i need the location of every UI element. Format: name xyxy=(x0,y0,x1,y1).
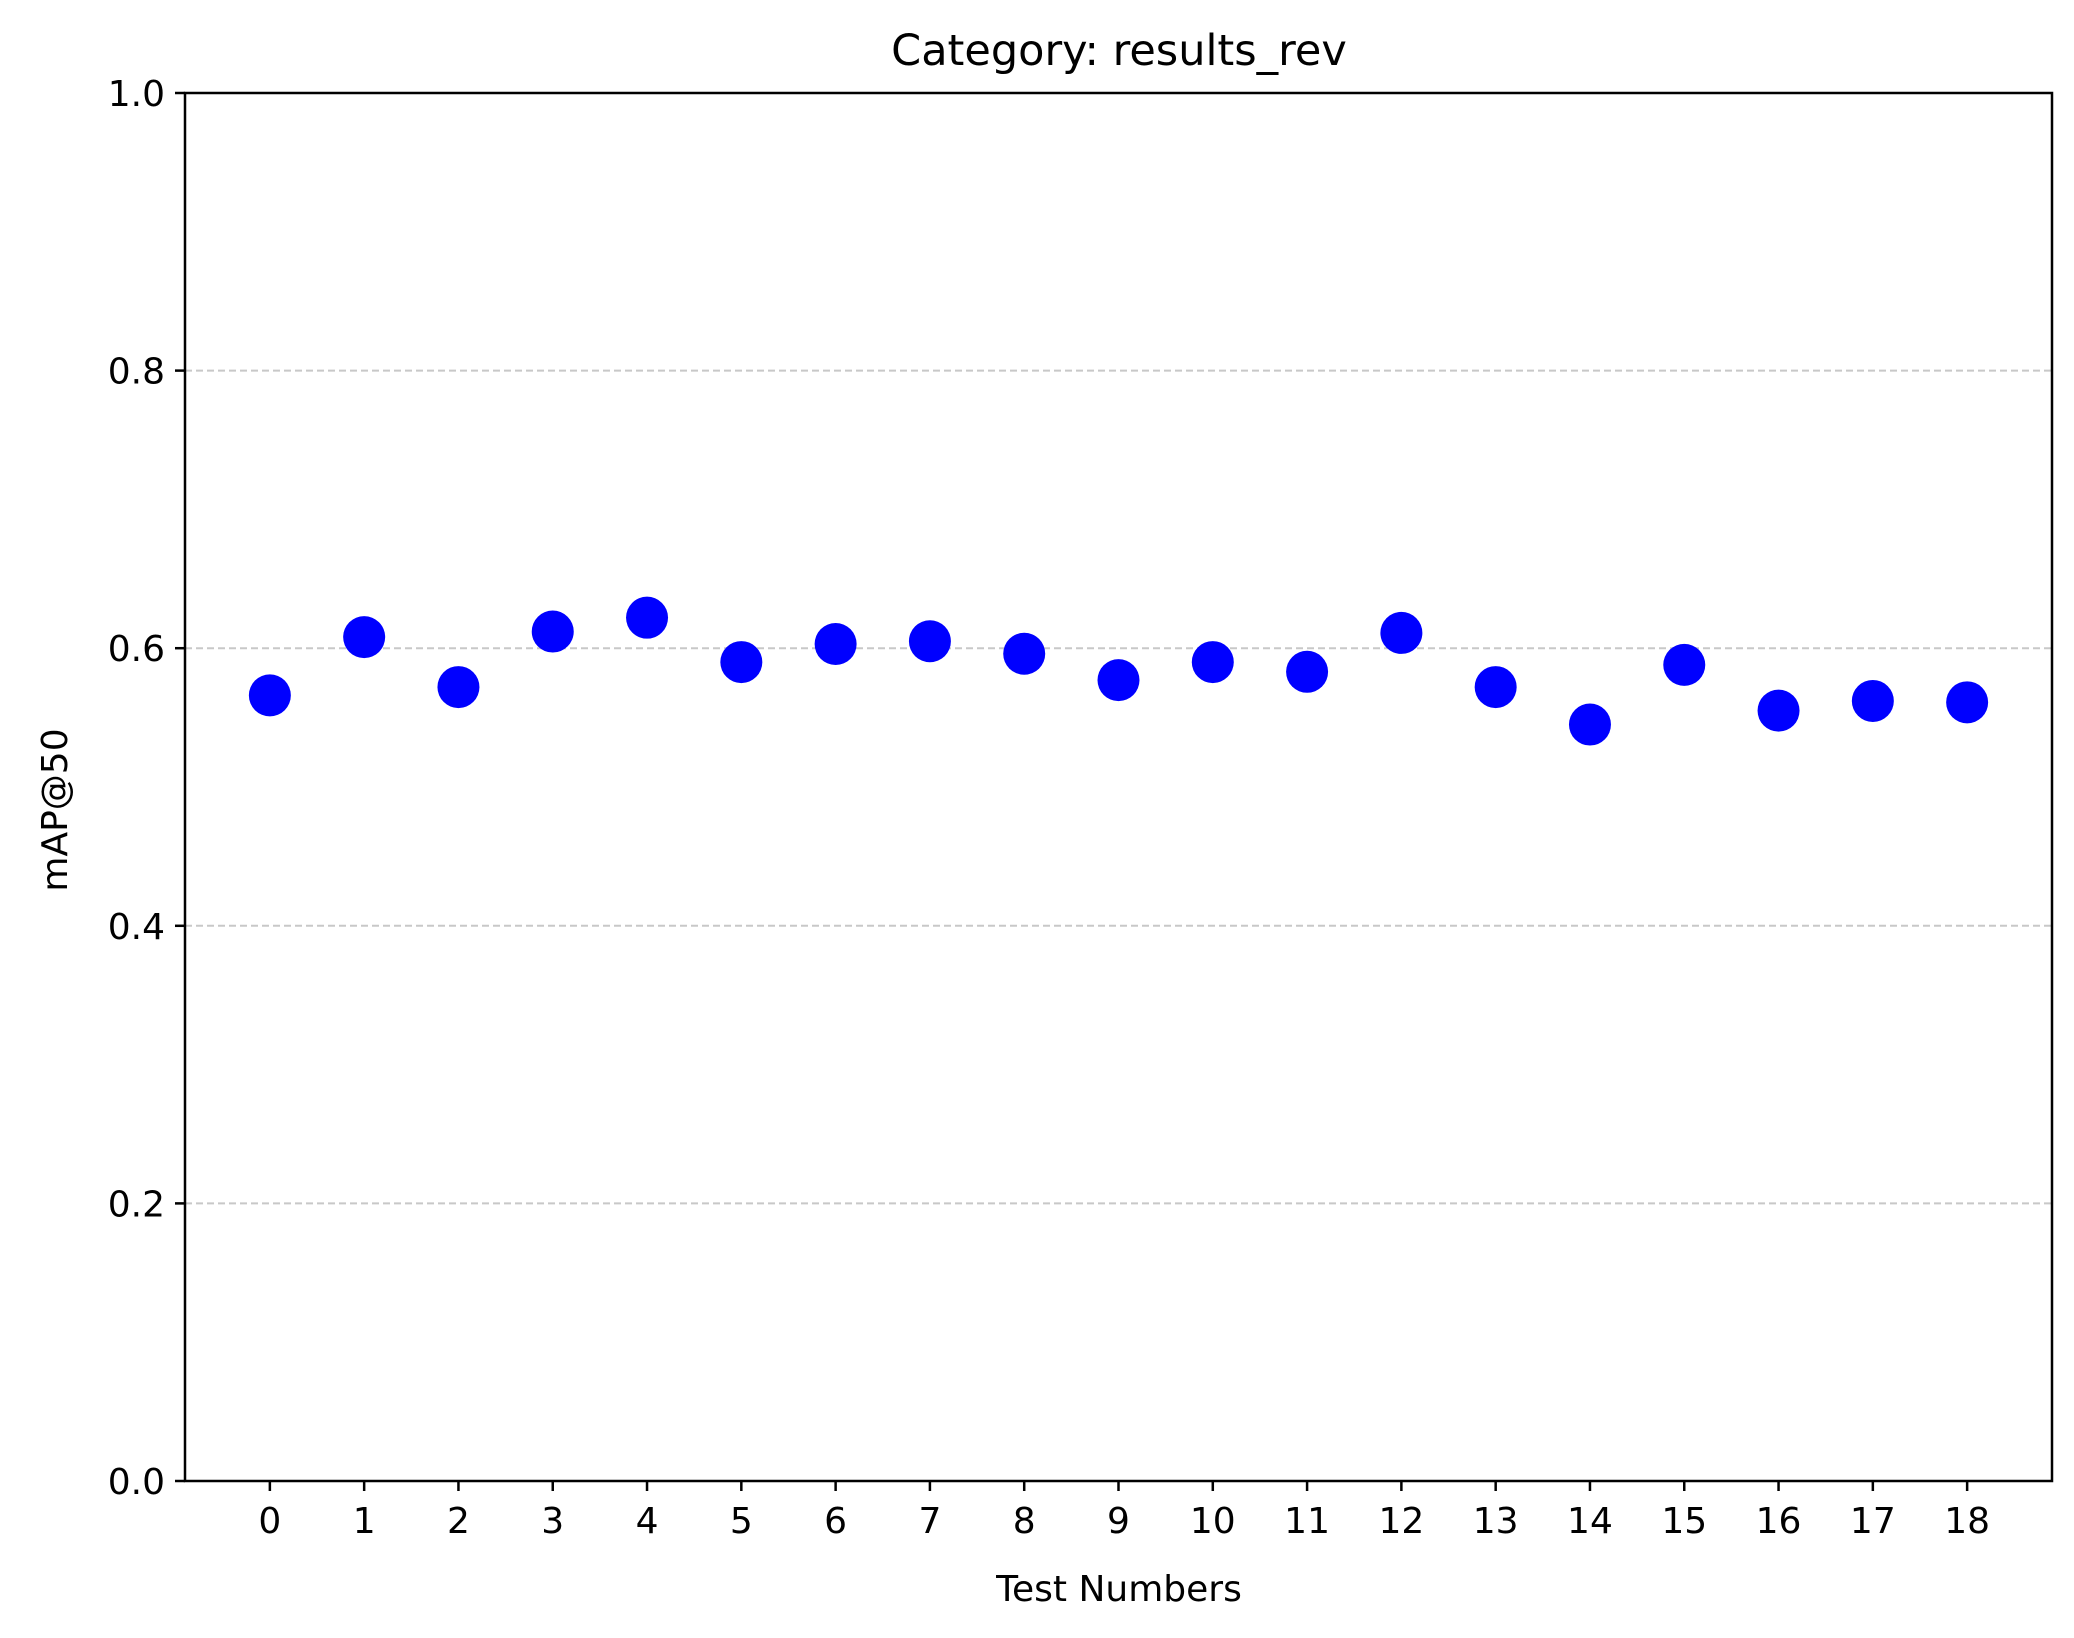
y-tick-label-5: 1.0 xyxy=(108,74,165,115)
data-point-11 xyxy=(1286,650,1329,693)
x-tick-label-4: 4 xyxy=(636,1501,659,1542)
data-points-layer xyxy=(248,596,1989,746)
grid-layer xyxy=(185,369,2052,1205)
data-point-2 xyxy=(437,666,480,709)
data-point-10 xyxy=(1191,641,1234,684)
data-point-16 xyxy=(1757,689,1800,732)
y-tick-label-4: 0.8 xyxy=(108,352,165,393)
data-point-12 xyxy=(1380,611,1423,654)
data-point-1 xyxy=(343,616,386,659)
y-axis: 0.0 0.2 0.4 0.6 0.8 1.0 xyxy=(108,74,185,1503)
data-point-9 xyxy=(1097,659,1140,702)
x-tick-label-8: 8 xyxy=(1013,1501,1036,1542)
y-tick-label-1: 0.2 xyxy=(108,1184,165,1225)
x-tick-label-5: 5 xyxy=(730,1501,753,1542)
data-point-5 xyxy=(720,641,763,684)
x-tick-label-12: 12 xyxy=(1378,1501,1424,1542)
chart-title: Category: results_rev xyxy=(891,26,1347,76)
x-tick-label-17: 17 xyxy=(1850,1501,1896,1542)
data-point-17 xyxy=(1851,679,1894,722)
x-axis-title: Test Numbers xyxy=(995,1569,1242,1610)
data-point-15 xyxy=(1663,643,1706,686)
data-point-7 xyxy=(908,620,951,663)
x-tick-label-9: 9 xyxy=(1107,1501,1130,1542)
y-tick-label-0: 0.0 xyxy=(108,1462,165,1503)
plot-frame xyxy=(183,91,2054,1483)
x-tick-label-14: 14 xyxy=(1567,1501,1613,1542)
x-tick-label-2: 2 xyxy=(447,1501,470,1542)
x-tick-label-10: 10 xyxy=(1190,1501,1236,1542)
x-tick-label-11: 11 xyxy=(1284,1501,1330,1542)
x-tick-label-6: 6 xyxy=(824,1501,847,1542)
data-point-0 xyxy=(248,674,291,717)
x-tick-label-18: 18 xyxy=(1944,1501,1990,1542)
y-tick-label-2: 0.4 xyxy=(108,907,165,948)
data-point-18 xyxy=(1946,681,1989,724)
data-point-4 xyxy=(626,596,669,639)
y-axis-title: mAP@50 xyxy=(35,728,76,891)
x-axis: 0 1 2 3 4 5 6 7 8 9 10 11 12 13 14 15 16 17 18 xyxy=(258,1481,1990,1542)
x-tick-label-7: 7 xyxy=(918,1501,941,1542)
x-tick-label-15: 15 xyxy=(1661,1501,1707,1542)
data-point-8 xyxy=(1003,632,1046,675)
data-point-13 xyxy=(1474,666,1517,709)
x-tick-label-0: 0 xyxy=(258,1501,281,1542)
data-point-14 xyxy=(1568,703,1611,746)
data-point-6 xyxy=(814,623,857,666)
x-tick-label-3: 3 xyxy=(541,1501,564,1542)
x-tick-label-13: 13 xyxy=(1473,1501,1519,1542)
data-point-3 xyxy=(531,610,574,653)
x-tick-label-16: 16 xyxy=(1756,1501,1802,1542)
y-tick-label-3: 0.6 xyxy=(108,629,165,670)
x-tick-label-1: 1 xyxy=(353,1501,376,1542)
